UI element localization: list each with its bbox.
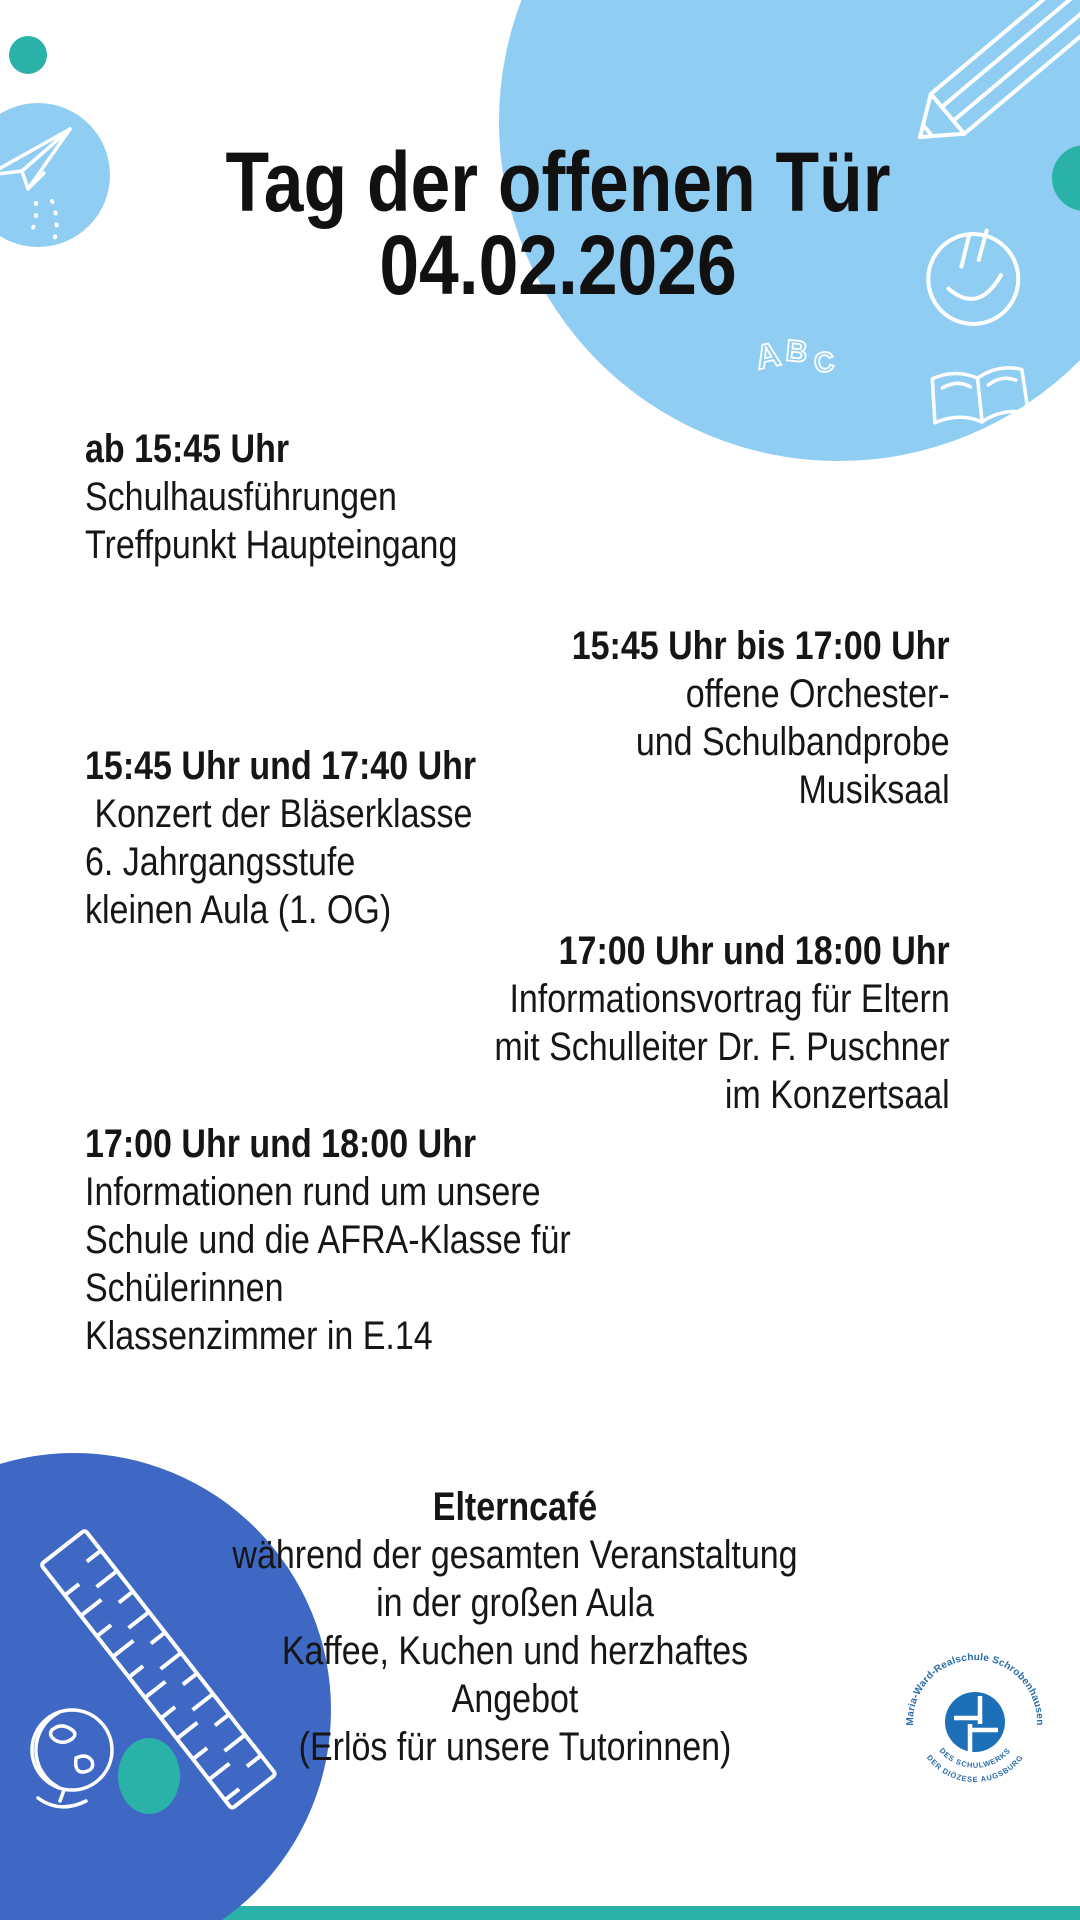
schedule-block-cafe: Elterncafé während der gesamten Veranstal… (0, 1483, 1030, 1771)
schedule-time: 17:00 Uhr und 18:00 Uhr (558, 929, 950, 973)
logo-cross-icon (954, 1696, 998, 1752)
schedule-line: im Konzertsaal (725, 1073, 950, 1117)
abc-doodle: A B C (752, 333, 836, 379)
schedule-line: Konzert der Bläserklasse (85, 792, 473, 836)
bottom-teal-bar (0, 1906, 1080, 1920)
schedule-line: Schülerinnen (85, 1266, 284, 1310)
school-logo: Maria-Ward-Realschule Schrobenhausen DES… (905, 1652, 1045, 1784)
schedule-line: während der gesamten Veranstaltung (232, 1533, 798, 1577)
book-icon (930, 366, 1031, 425)
schedule-block-orchestra: 15:45 Uhr bis 17:00 Uhr offene Orchester-… (505, 622, 950, 814)
schedule-time: 17:00 Uhr und 18:00 Uhr (85, 1122, 477, 1166)
schedule-time: 15:45 Uhr und 17:40 Uhr (85, 744, 477, 788)
globe-icon (30, 1708, 114, 1809)
schedule-line: kleinen Aula (1. OG) (85, 888, 392, 932)
schedule-time: ab 15:45 Uhr (85, 427, 290, 471)
schedule-line: offene Orchester- (686, 672, 950, 716)
schedule-line: 6. Jahrgangsstufe (85, 840, 356, 884)
schedule-line: Angebot (451, 1677, 579, 1721)
bottom-teal-oval (118, 1738, 180, 1814)
schedule-time: Elterncafé (432, 1485, 598, 1529)
schedule-block-tours: ab 15:45 Uhr Schulhausführungen Treffpunkt… (85, 425, 523, 569)
abc-letter-c: C (813, 346, 836, 379)
abc-letter-a: A (752, 335, 784, 377)
top-left-teal-dot (9, 36, 47, 74)
abc-letter-b: B (784, 334, 809, 369)
smiley-icon (926, 228, 1021, 326)
schedule-time: 15:45 Uhr bis 17:00 Uhr (572, 624, 950, 668)
paper-plane-icon (0, 127, 72, 243)
page-title: Tag der offenen Tür 04.02.2026 (114, 135, 1001, 312)
schedule-line: und Schulbandprobe (636, 720, 950, 764)
schedule-line: Informationen rund um unsere (85, 1170, 541, 1214)
pencil-icon (918, 0, 1080, 139)
schedule-line: Treffpunkt Haupteingang (85, 523, 458, 567)
schedule-line: (Erlös für unsere Tutorinnen) (298, 1725, 732, 1769)
schedule-line: Schule und die AFRA-Klasse für (85, 1218, 571, 1262)
title-line1: Tag der offenen Tür (225, 135, 891, 229)
schedule-line: mit Schulleiter Dr. F. Puschner (494, 1025, 950, 1069)
schedule-line: Informationsvortrag für Eltern (509, 977, 950, 1021)
schedule-line: Schulhausführungen (85, 475, 397, 519)
ruler-icon (40, 1529, 277, 1810)
schedule-line: Kaffee, Kuchen und herzhaftes (281, 1629, 749, 1673)
schedule-block-concert: 15:45 Uhr und 17:40 Uhr Konzert der Bläs… (85, 742, 545, 934)
schedule-line: Musiksaal (798, 768, 950, 812)
top-left-blue-circle (0, 103, 110, 247)
title-line2: 04.02.2026 (379, 218, 737, 312)
schedule-line: in der großen Aula (376, 1581, 654, 1625)
schedule-block-lecture: 17:00 Uhr und 18:00 Uhr Informationsvortr… (414, 927, 950, 1119)
logo-circle (945, 1692, 1005, 1752)
schedule-line: Klassenzimmer in E.14 (85, 1314, 433, 1358)
schedule-block-info: 17:00 Uhr und 18:00 Uhr Informationen run… (85, 1120, 656, 1360)
